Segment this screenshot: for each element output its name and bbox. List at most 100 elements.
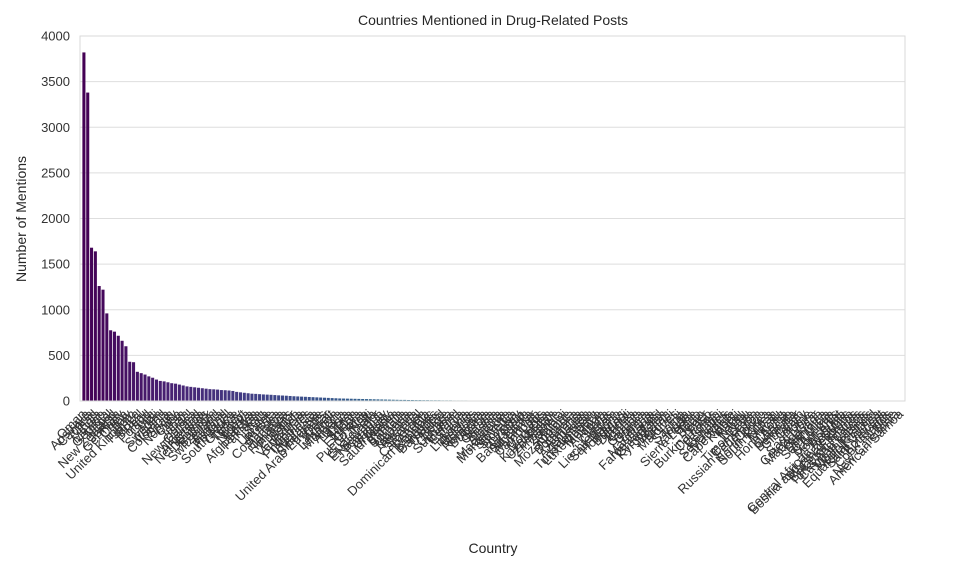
bar [258,394,262,401]
bar [132,362,136,401]
bar [128,361,132,401]
bar [368,399,372,401]
plot-frame [79,35,906,402]
bar [326,397,330,401]
y-tick-label: 4000 [41,29,70,44]
bar [90,247,94,401]
bar [227,390,231,401]
bar [399,399,403,401]
bar [97,286,101,401]
bar [387,399,391,401]
bar [116,335,120,401]
y-tick-label: 2000 [41,211,70,226]
x-axis-ticks: OmanAustraliaCanadaChadIndiaMexicoGeorgi… [46,406,906,517]
bar [143,374,147,401]
bar [101,289,105,401]
bar [112,331,116,401]
y-tick-label: 2500 [41,165,70,180]
bar [391,399,395,401]
bar [139,373,143,401]
bar [212,389,216,401]
bar [238,392,242,401]
bar [403,399,407,401]
y-tick-label: 3000 [41,120,70,135]
bar [147,376,151,401]
bar [170,383,174,401]
bar [109,330,113,401]
bar [219,390,223,401]
chart-title: Countries Mentioned in Drug-Related Post… [358,12,628,28]
bar [250,393,254,401]
bar [185,386,189,401]
bar [384,399,388,401]
bar [292,396,296,401]
bar [162,381,166,401]
bar [330,398,334,401]
bar [196,387,200,401]
bar [349,398,353,401]
bar [200,388,204,401]
y-tick-label: 1500 [41,257,70,272]
bar [242,392,246,401]
bar [235,391,239,401]
bar [338,398,342,401]
bar [82,52,86,402]
bar [410,399,414,401]
bar [151,377,155,401]
bar [93,251,97,401]
bar [364,399,369,401]
bar [124,346,128,401]
bar [376,399,380,401]
bar [288,395,292,401]
bar [372,399,376,401]
bar [120,340,124,401]
bar [345,398,349,401]
bar [357,398,361,401]
y-axis-ticks: 0 500 1000 1500 2000 2500 3000 3500 4000 [41,29,70,409]
bar [174,383,178,401]
bar [204,388,208,401]
bar [177,384,181,401]
bar [296,396,300,401]
bar [280,395,285,401]
bar [273,395,277,401]
bar [193,387,197,401]
bar [303,396,307,401]
x-axis-label: Country [468,540,517,556]
bar [353,398,357,401]
bar [189,386,193,401]
bar [319,397,323,401]
bar [208,389,212,401]
bar [231,390,235,401]
bar [322,397,327,401]
bar [395,399,399,401]
gridlines [80,35,905,402]
bar [284,395,288,401]
bar [246,393,250,401]
bar [261,394,265,401]
bar [223,390,227,401]
y-tick-label: 500 [48,348,70,363]
bar [315,397,319,401]
bar [361,398,365,401]
bar [158,380,162,401]
bar [334,398,338,401]
bar [342,398,346,401]
bar [265,394,269,401]
bar [105,313,109,401]
bar [406,399,411,401]
bar [311,397,315,401]
y-tick-label: 1000 [41,302,70,317]
bars [82,52,903,402]
bar [135,371,139,401]
bar [181,385,185,401]
bar [254,393,258,401]
bar [154,379,158,401]
y-tick-label: 3500 [41,74,70,89]
bar [269,394,273,401]
y-axis-label: Number of Mentions [13,156,29,282]
bar [307,396,311,401]
bar [216,389,220,401]
bar [166,382,170,401]
